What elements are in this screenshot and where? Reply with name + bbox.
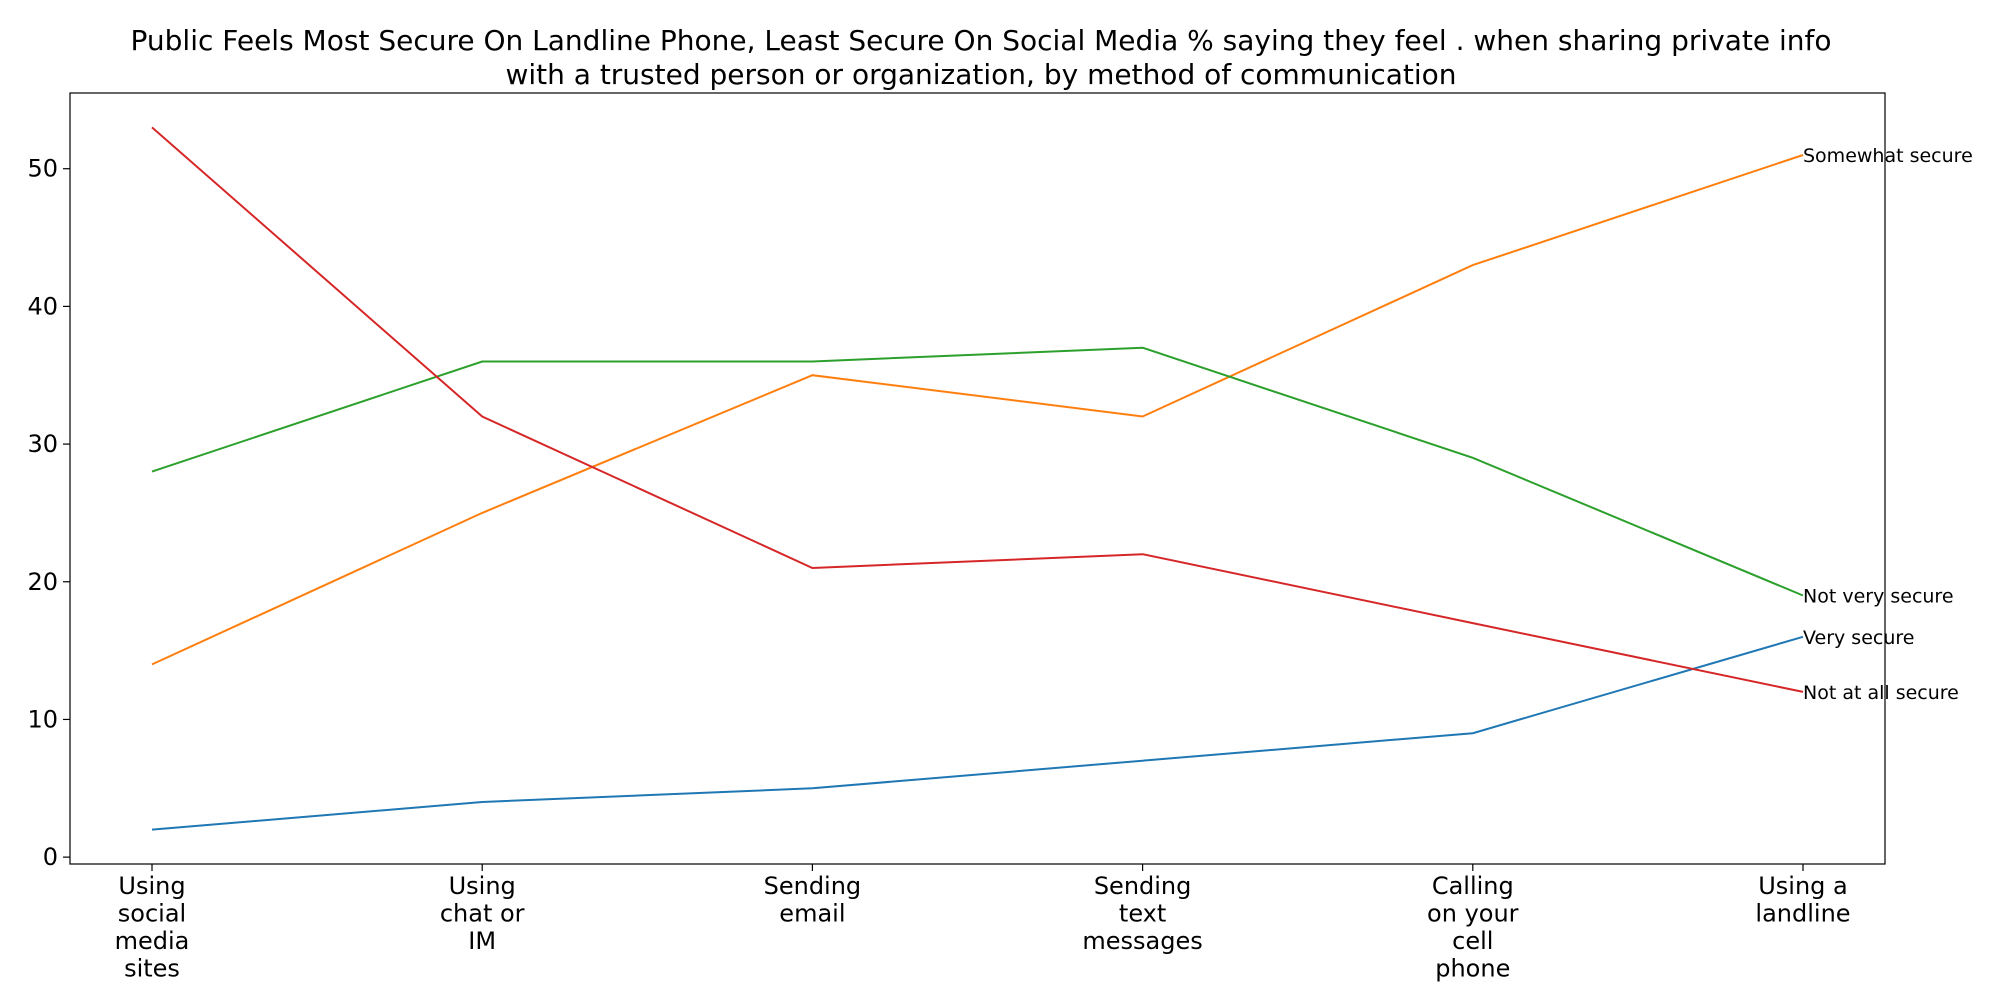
y-tick-label: 20 [27,568,58,596]
y-tick-label: 40 [27,292,58,320]
series-line-not-at-all-secure [151,126,1804,693]
chart-title-line-1: Public Feels Most Secure On Landline Pho… [131,24,1832,57]
series-line-somewhat-secure [151,154,1804,666]
series-line-very-secure [151,635,1804,831]
series-labels: Very secure Somewhat secure Not very secur… [1803,145,1973,704]
x-tick-label: Calling on your cell phone [1427,872,1519,983]
y-tick-label: 50 [27,155,58,183]
chart-title: Public Feels Most Secure On Landline Pho… [131,24,1832,91]
y-tick-label: 10 [27,705,58,733]
chart-title-line-2: with a trusted person or organization, b… [505,58,1456,91]
y-tick-label: 0 [43,843,58,871]
series-label-somewhat-secure: Somewhat secure [1803,145,1973,167]
series-label-very-secure: Very secure [1803,627,1914,649]
x-tick-label: Using chat or IM [440,872,525,955]
x-tick-label: Sending text messages [1082,872,1202,955]
plot-frame [69,92,1886,865]
plot-lines [151,126,1804,831]
y-axis: 0 10 20 30 40 50 [27,155,70,871]
series-line-not-very-secure [151,346,1804,597]
series-label-not-at-all-secure: Not at all secure [1803,682,1959,704]
series-label-not-very-secure: Not very secure [1803,586,1954,608]
x-axis: Using social media sites Using chat or IM Sendi… [115,864,1851,983]
x-tick-label: Sending email [764,872,862,928]
x-tick-label: Using social media sites [115,872,190,983]
y-tick-label: 30 [27,430,58,458]
x-tick-label: Using a landline [1755,872,1850,928]
